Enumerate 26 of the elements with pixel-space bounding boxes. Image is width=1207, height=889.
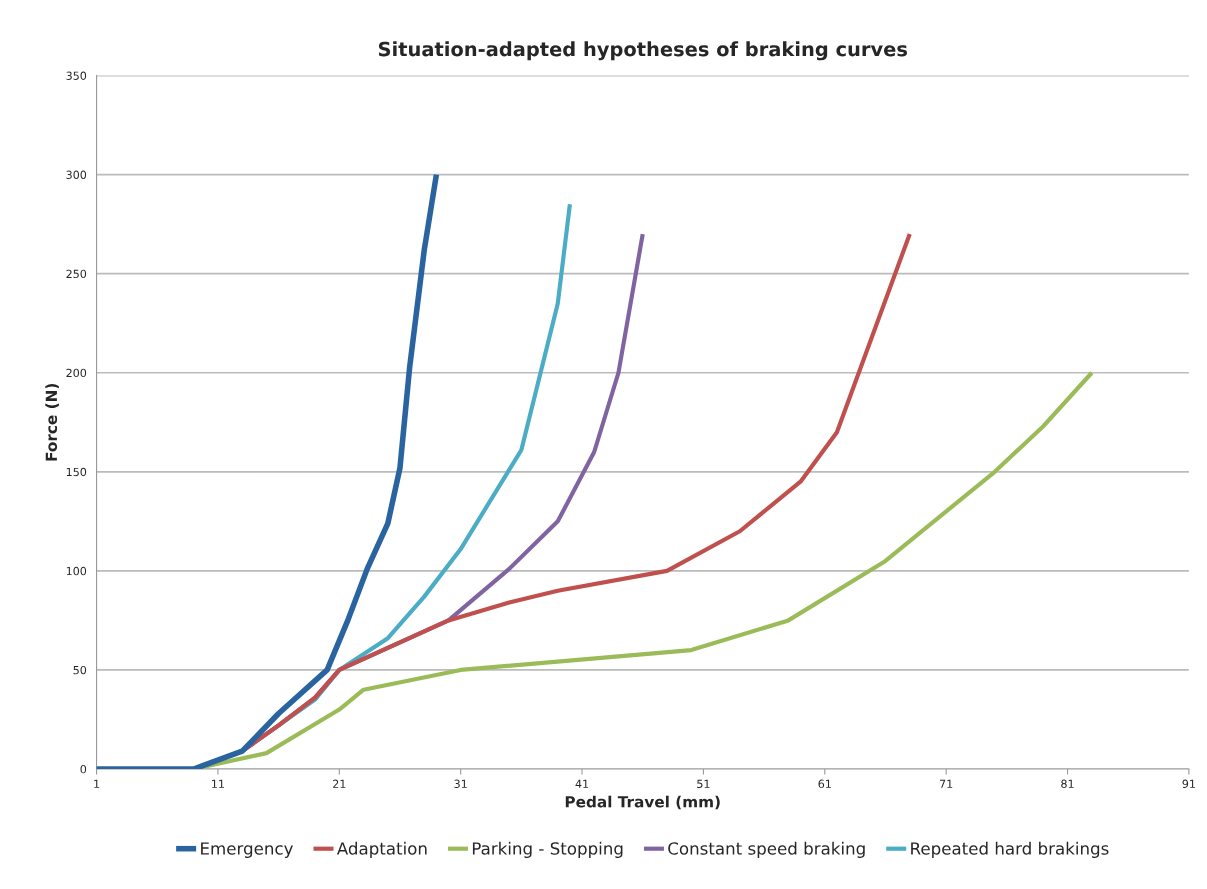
x-tick-label: 41: [575, 779, 589, 788]
legend-label: Repeated hard brakings: [911, 841, 1109, 858]
x-tick-label: 51: [697, 779, 710, 788]
y-axis-title: Force (N): [45, 383, 59, 461]
y-tick-label: 300: [66, 170, 87, 179]
legend-label: Emergency: [201, 842, 293, 858]
x-axis-title: Pedal Travel (mm): [565, 795, 720, 810]
y-tick-label: 350: [66, 71, 87, 80]
y-tick-label: 250: [66, 269, 87, 279]
x-tick-label: 91: [1182, 779, 1195, 788]
y-tick-label: 50: [73, 665, 87, 675]
y-tick-label: 150: [66, 467, 87, 477]
chart-title: Situation-adapted hypotheses of braking curves: [378, 41, 907, 61]
x-tick-label: 31: [454, 779, 467, 788]
y-tick-label: 100: [66, 566, 87, 576]
y-tick-label: 0: [80, 764, 87, 774]
x-tick-label: 1: [94, 779, 100, 788]
legend-label: Parking - Stopping: [472, 841, 623, 858]
y-tick-label: 200: [66, 368, 87, 378]
x-tick-label: 71: [940, 779, 953, 788]
x-tick-label: 21: [333, 779, 346, 788]
x-tick-label: 61: [818, 779, 831, 788]
legend-label: Constant speed braking: [668, 841, 865, 858]
x-tick-label: 11: [212, 779, 224, 788]
x-tick-label: 81: [1061, 779, 1074, 788]
legend-label: Adaptation: [336, 841, 427, 858]
